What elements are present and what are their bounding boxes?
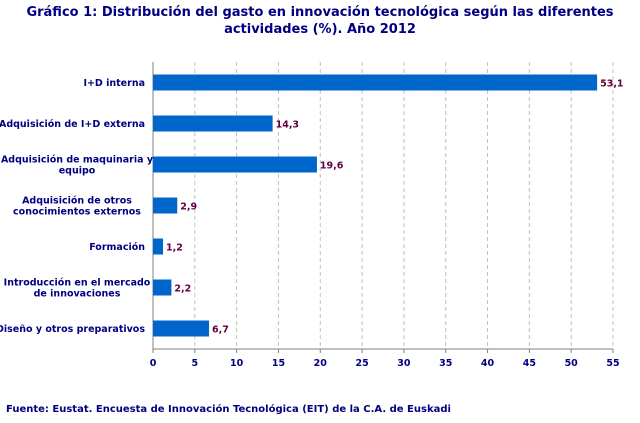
x-tick-label: 50 <box>565 358 579 369</box>
data-label: 6,7 <box>212 325 229 336</box>
x-tick-label: 40 <box>481 358 495 369</box>
bar <box>153 279 172 296</box>
x-tick-label: 35 <box>439 358 452 369</box>
x-tick-label: 20 <box>314 358 328 369</box>
bar <box>153 156 317 173</box>
x-tick-label: 55 <box>606 358 619 369</box>
category-label: Introducción en el mercado de innovacione… <box>4 278 151 300</box>
x-tick-label: 15 <box>272 358 285 369</box>
category-label: Adquisición de maquinaria y equipo <box>1 155 154 177</box>
category-label: Diseño y otros preparativos <box>0 324 145 335</box>
x-tick-label: 5 <box>192 358 199 369</box>
data-label: 14,3 <box>276 120 299 131</box>
bar <box>153 115 273 132</box>
data-label: 2,9 <box>180 202 197 213</box>
data-label: 19,6 <box>320 161 344 172</box>
chart-title: Gráfico 1: Distribución del gasto en inn… <box>26 5 614 37</box>
data-label: 1,2 <box>166 243 183 254</box>
source-note: Fuente: Eustat. Encuesta de Innovación T… <box>6 404 451 415</box>
data-label: 53,1 <box>600 79 623 90</box>
bar <box>153 197 178 214</box>
category-label: Adquisición de I+D externa <box>0 119 145 130</box>
category-label: I+D interna <box>83 78 145 89</box>
data-label: 2,2 <box>174 284 191 295</box>
category-label: Formación <box>89 242 145 253</box>
x-tick-label: 45 <box>523 358 536 369</box>
x-tick-label: 25 <box>355 358 368 369</box>
bar <box>153 238 164 255</box>
bar <box>153 320 210 337</box>
x-tick-label: 30 <box>397 358 411 369</box>
bar <box>153 74 598 91</box>
category-label: Adquisición de otros conocimientos extern… <box>13 196 141 218</box>
x-tick-label: 0 <box>150 358 157 369</box>
x-tick-label: 10 <box>230 358 244 369</box>
